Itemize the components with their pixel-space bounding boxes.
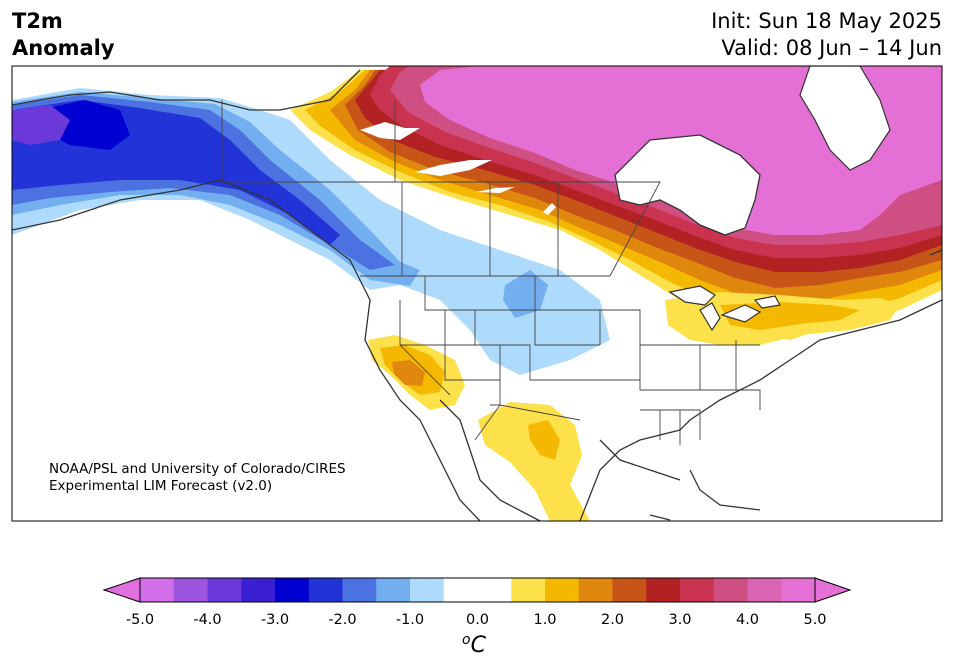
colorbar-tick-label: -2.0 [328,612,357,628]
forecast-dates: Init: Sun 18 May 2025 Valid: 08 Jun – 14… [711,8,942,62]
great-lakes [668,285,781,332]
colorbar-tick-label: 0.0 [465,612,490,628]
political-boundaries [221,100,761,445]
colorbar-tick-label: -4.0 [193,612,222,628]
colorbar-swatch [376,578,411,602]
init-date: Init: Sun 18 May 2025 [711,9,942,33]
warm-region-california-3 [392,360,425,386]
colorbar-tick-label: 4.0 [735,612,760,628]
lake-athabasca [476,187,515,193]
colorbar-swatch [477,578,512,602]
cold-region-5 [40,100,130,150]
colorbar-swatch [207,578,242,602]
credit-line-2: Experimental LIM Forecast (v2.0) [49,478,273,494]
map-frame [11,65,943,522]
colorbar-tick-label: -1.0 [395,612,425,628]
coastlines [12,69,942,521]
colorbar-swatch [781,578,816,602]
colorbar-swatch [612,578,647,602]
colorbar-swatch [342,578,377,602]
colorbar-swatch [680,578,715,602]
colorbar-tick-label: -5.0 [125,612,155,628]
warm-region-texas-2 [528,420,560,460]
colorbar-under-arrow [102,577,141,603]
credit-line-1: NOAA/PSL and University of Colorado/CIRE… [49,461,346,477]
colorbar-swatch [241,578,276,602]
colorbar-swatch [511,578,546,602]
warm-region-greatlakes-2 [720,302,860,330]
colorbar-swatch [545,578,580,602]
colorbar-swatch [308,578,343,602]
map-title: T2m Anomaly [12,8,115,62]
lake-reindeer [543,203,556,215]
colorbar-unit: oC [462,632,486,658]
colorbar-swatch [410,578,445,602]
valid-range: Valid: 08 Jun – 14 Jun [721,36,942,60]
colorbar-tick-label: -3.0 [260,612,290,628]
unit-letter: C [470,633,486,658]
colorbar-swatch [747,578,782,602]
warm-region-texas [478,402,590,521]
colorbar-swatch [173,578,208,602]
hudson-bay [614,134,761,236]
colorbar-swatch [140,578,175,602]
great-slave-lake [415,160,492,176]
colorbar-tick-label: 3.0 [668,612,692,628]
colorbar-swatch [578,578,613,602]
map-layers [12,66,942,521]
great-bear-lake [360,122,420,140]
cold-region-2b [503,270,548,318]
colorbar-swatch [646,578,681,602]
lake-winnipeg [565,232,585,256]
colorbar [102,577,852,603]
colorbar-over-arrow [814,577,852,603]
cold-region-6 [12,105,70,145]
degree-symbol: o [462,632,471,648]
colorbar-swatch [713,578,748,602]
variable-subtitle: Anomaly [12,36,115,60]
variable-name: T2m [12,9,63,33]
colorbar-swatch [443,578,478,602]
credit-text: NOAA/PSL and University of Colorado/CIRE… [49,461,346,495]
colorbar-tick-label: 2.0 [600,612,625,628]
colorbar-outline [139,577,816,603]
colorbar-swatch [275,578,310,602]
colorbar-tick-label: 5.0 [803,612,827,628]
labrador-sea [799,66,891,171]
colorbar-tick-label: 1.0 [533,612,557,628]
